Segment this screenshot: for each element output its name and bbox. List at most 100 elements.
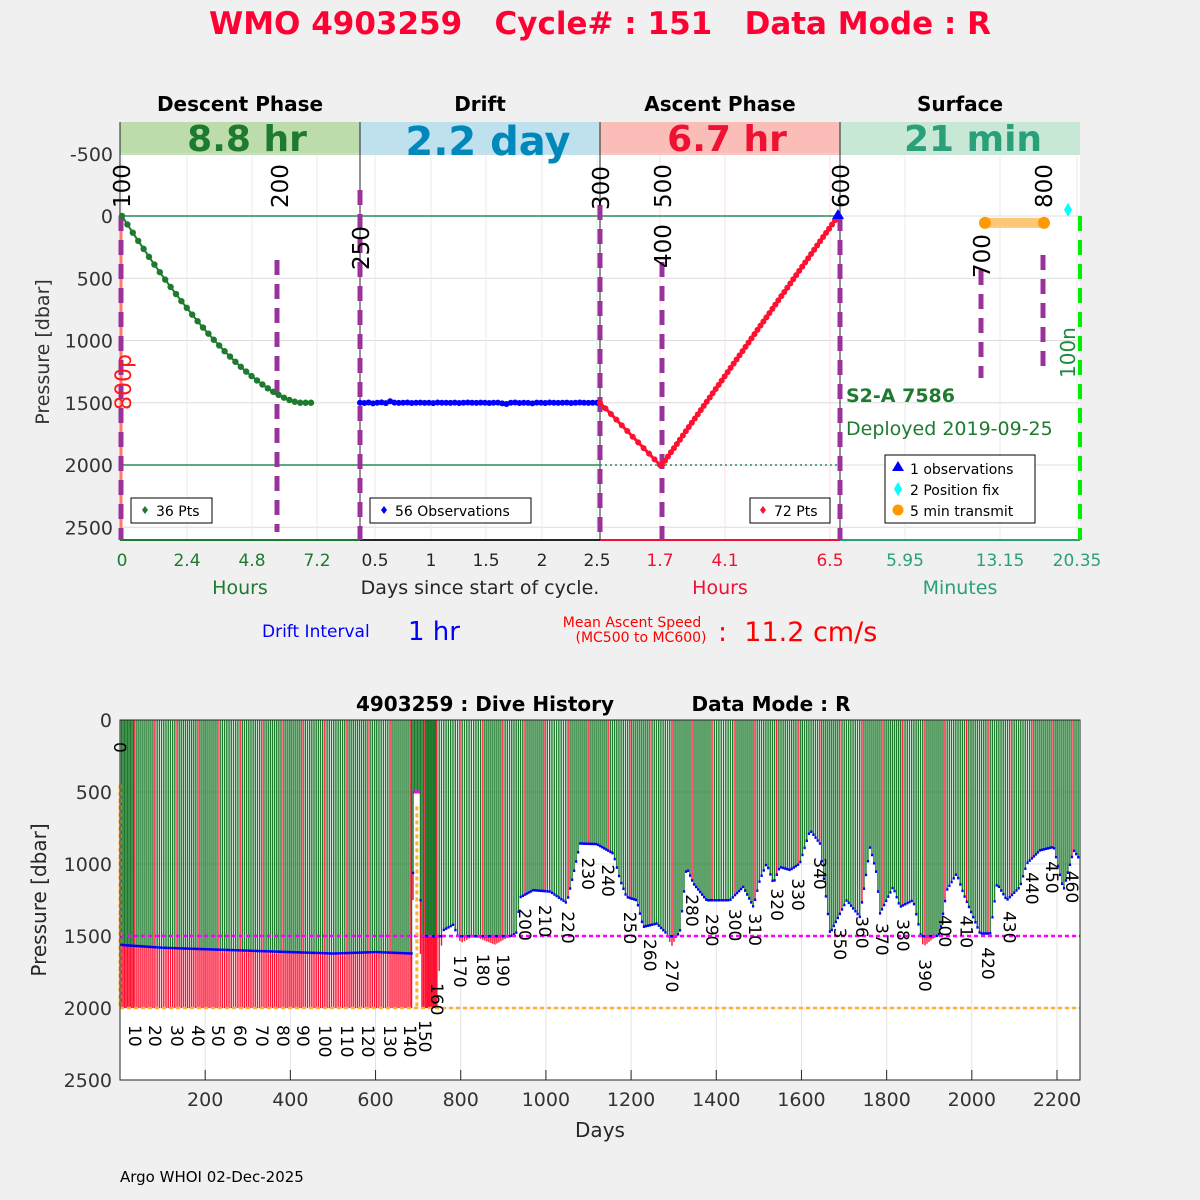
- park-observation-mark: [190, 947, 193, 951]
- park-leg-bar: [821, 720, 823, 861]
- park-observation-mark: [149, 945, 153, 949]
- park-leg-bar: [778, 720, 780, 869]
- profile-leg-bar: [431, 936, 433, 1008]
- park-observation-mark: [889, 891, 892, 894]
- park-observation-mark: [862, 887, 866, 890]
- park-leg-bar: [367, 720, 369, 953]
- park-leg-bar: [985, 720, 987, 934]
- park-leg-bar: [412, 720, 414, 873]
- park-observation-mark: [860, 901, 864, 904]
- profile-leg-bar: [234, 949, 237, 1008]
- profile-leg-bar: [138, 945, 140, 1008]
- park-observation-mark: [127, 944, 131, 947]
- park-observation-mark: [162, 946, 165, 950]
- profile-leg-bar: [337, 953, 339, 1008]
- park-observation-mark: [352, 951, 355, 955]
- drift-point: [572, 399, 579, 406]
- park-leg-bar: [330, 720, 333, 954]
- ascent-point: [640, 445, 647, 452]
- ascent-point: [724, 369, 731, 376]
- park-observation-mark: [832, 924, 835, 928]
- park-leg-bar: [180, 720, 182, 949]
- cycle-label: 350: [829, 928, 849, 960]
- y-tick-label: 2500: [64, 1070, 112, 1092]
- park-observation-mark: [670, 935, 674, 938]
- transmit-point: [979, 216, 991, 229]
- park-observation-mark: [653, 922, 656, 926]
- profile-leg-bar: [317, 952, 320, 1008]
- drift-point: [434, 399, 441, 406]
- legend-box: [369, 497, 532, 524]
- park-leg-bar: [203, 720, 205, 949]
- park-leg-bar: [856, 720, 859, 914]
- park-leg-bar: [496, 720, 498, 936]
- ascent-point: [635, 439, 642, 446]
- profile-leg-bar: [131, 945, 133, 1008]
- park-observation-mark: [952, 877, 955, 880]
- park-leg-bar: [571, 720, 573, 880]
- park-observation-mark: [350, 951, 353, 955]
- park-observation-mark: [657, 924, 660, 927]
- surface-legend-position-fix: 2 Position fix: [910, 483, 999, 499]
- park-leg-bar: [736, 720, 738, 893]
- park-observation-mark: [659, 926, 663, 930]
- profile-leg-bar: [350, 952, 352, 1008]
- park-leg-bar: [165, 720, 167, 948]
- park-observation-mark: [581, 842, 584, 845]
- park-leg-bar: [125, 720, 127, 946]
- profile-leg-bar: [319, 952, 322, 1008]
- cycle-label: 270: [661, 960, 681, 992]
- profile-leg-bar: [258, 950, 261, 1008]
- park-leg-bar: [662, 720, 664, 930]
- park-leg-bar: [333, 720, 335, 954]
- park-leg-bar: [1065, 720, 1067, 881]
- park-observation-mark: [589, 842, 592, 846]
- profile-leg-bar: [669, 936, 671, 942]
- cycle-label: 150: [414, 1020, 434, 1052]
- park-leg-bar: [445, 720, 447, 929]
- park-observation-mark: [188, 947, 191, 950]
- cycle-label: 30: [166, 1025, 186, 1047]
- park-observation-mark: [153, 946, 157, 949]
- profile-leg-bar: [263, 950, 265, 1008]
- park-observation-mark: [583, 842, 586, 845]
- park-leg-bar: [823, 720, 825, 879]
- park-leg-bar: [306, 720, 309, 953]
- park-observation-mark: [216, 948, 220, 951]
- park-observation-mark: [354, 951, 357, 955]
- park-observation-mark: [599, 844, 602, 848]
- profile-leg-bar: [389, 952, 391, 1008]
- park-observation-mark: [1054, 855, 1058, 859]
- park-leg-bar: [492, 720, 494, 936]
- park-leg-bar: [944, 720, 946, 901]
- park-observation-mark: [158, 946, 161, 949]
- ascent-point: [814, 242, 821, 249]
- profile-leg-bar: [167, 947, 169, 1008]
- park-leg-bar: [132, 720, 135, 946]
- park-leg-bar: [1000, 720, 1002, 891]
- park-observation-mark: [1022, 875, 1025, 878]
- park-leg-bar: [607, 720, 609, 851]
- profile-leg-bar: [128, 945, 130, 1008]
- drift-point: [464, 399, 471, 406]
- cycle-label: 110: [336, 1025, 356, 1057]
- drift-point: [481, 399, 488, 406]
- park-leg-bar: [1049, 720, 1051, 848]
- park-leg-bar: [930, 720, 932, 936]
- park-observation-mark: [321, 951, 324, 955]
- park-observation-mark: [532, 888, 535, 892]
- park-observation-mark: [803, 846, 806, 850]
- ascent-point: [730, 360, 737, 367]
- park-leg-bar: [957, 720, 959, 878]
- park-leg-bar: [190, 720, 193, 949]
- profile-leg-bar: [250, 950, 252, 1008]
- x-tick-label: 1400: [692, 1089, 740, 1111]
- park-observation-mark: [143, 945, 147, 948]
- position-fix-marker: [1064, 202, 1072, 217]
- ascent-point: [629, 433, 636, 440]
- park-leg-bar: [991, 720, 994, 918]
- park-observation-mark: [315, 951, 318, 955]
- ascent-point: [651, 456, 658, 463]
- profile-leg-bar: [165, 947, 167, 1008]
- park-observation-mark: [969, 910, 973, 914]
